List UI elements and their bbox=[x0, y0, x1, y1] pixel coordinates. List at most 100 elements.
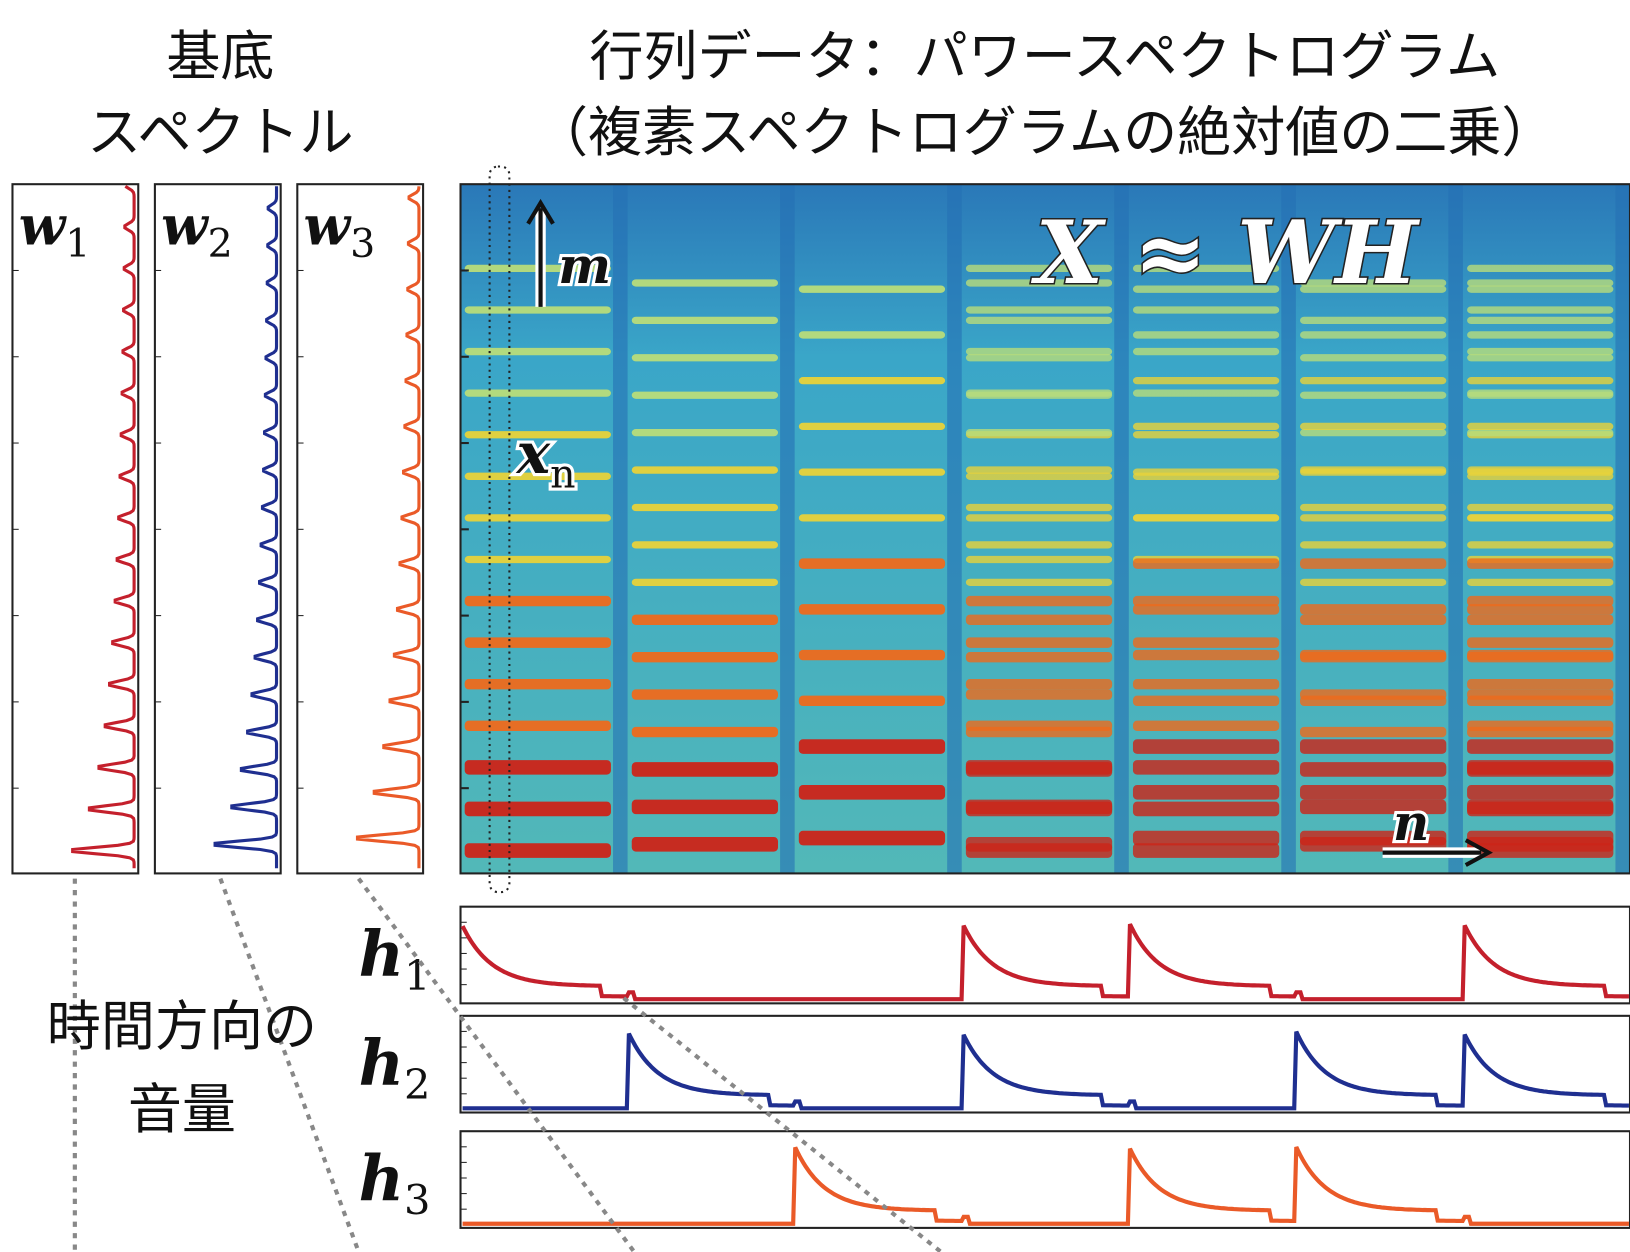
harmonic-band bbox=[1300, 696, 1446, 706]
harmonic-band bbox=[966, 541, 1112, 548]
harmonic-band bbox=[1133, 377, 1279, 384]
harmonic-band bbox=[1133, 739, 1279, 754]
harmonic-band bbox=[1467, 831, 1613, 846]
harmonic-band bbox=[1133, 785, 1279, 800]
harmonic-band bbox=[1300, 727, 1446, 737]
harmonic-band bbox=[1133, 348, 1279, 355]
harmonic-band bbox=[1133, 390, 1279, 397]
harmonic-band bbox=[1133, 637, 1279, 647]
harmonic-band bbox=[966, 637, 1112, 647]
harmonic-band bbox=[632, 354, 778, 361]
harmonic-band bbox=[1300, 604, 1446, 614]
harmonic-band bbox=[632, 279, 778, 286]
harmonic-band bbox=[465, 348, 611, 355]
matrix-subtitle: （複素スペクトログラムの絶対値の二乗） bbox=[534, 101, 1556, 164]
harmonic-band bbox=[799, 377, 945, 384]
harmonic-band bbox=[1467, 762, 1613, 777]
harmonic-band bbox=[799, 469, 945, 476]
segment-edge bbox=[613, 184, 628, 873]
harmonic-band bbox=[966, 596, 1112, 606]
harmonic-band bbox=[1133, 696, 1279, 706]
activation-symbol: h bbox=[359, 1141, 404, 1215]
harmonic-band bbox=[465, 843, 611, 858]
harmonic-band bbox=[632, 466, 778, 473]
harmonic-band bbox=[966, 348, 1112, 355]
harmonic-band bbox=[1467, 604, 1613, 614]
harmonic-band bbox=[1467, 279, 1613, 286]
harmonic-band bbox=[799, 286, 945, 293]
harmonic-band bbox=[1300, 469, 1446, 476]
harmonic-band bbox=[799, 696, 945, 706]
harmonic-band bbox=[966, 354, 1112, 361]
harmonic-band bbox=[1133, 679, 1279, 689]
harmonic-band bbox=[1467, 696, 1613, 706]
harmonic-band bbox=[966, 689, 1112, 699]
harmonic-band bbox=[1467, 615, 1613, 625]
harmonic-band bbox=[632, 762, 778, 777]
basis-symbol: w bbox=[19, 193, 68, 257]
activation-title: 音量 bbox=[128, 1078, 236, 1141]
harmonic-band bbox=[1133, 558, 1279, 568]
basis-subscript: 3 bbox=[350, 221, 375, 267]
harmonic-band bbox=[1300, 739, 1446, 754]
harmonic-band bbox=[966, 679, 1112, 689]
harmonic-band bbox=[632, 837, 778, 852]
harmonic-band bbox=[465, 721, 611, 731]
harmonic-band bbox=[465, 596, 611, 606]
harmonic-band bbox=[966, 429, 1112, 436]
harmonic-band bbox=[966, 504, 1112, 511]
activation-panel bbox=[461, 1016, 1630, 1113]
activation-title: 時間方向の bbox=[47, 995, 317, 1058]
harmonic-band bbox=[1300, 579, 1446, 586]
harmonic-band bbox=[1133, 604, 1279, 614]
harmonic-band bbox=[966, 514, 1112, 521]
harmonic-band bbox=[632, 541, 778, 548]
harmonic-band bbox=[799, 831, 945, 846]
harmonic-band bbox=[799, 331, 945, 338]
harmonic-band bbox=[1133, 469, 1279, 476]
harmonic-band bbox=[1300, 514, 1446, 521]
equation: X ≈ WH bbox=[1031, 201, 1421, 304]
harmonic-band bbox=[1300, 541, 1446, 548]
harmonic-band bbox=[1133, 721, 1279, 731]
activation-label: h3 bbox=[359, 1141, 431, 1225]
harmonic-band bbox=[1133, 831, 1279, 846]
activation-subscript: 2 bbox=[404, 1060, 430, 1109]
harmonic-band bbox=[632, 800, 778, 815]
harmonic-band bbox=[632, 504, 778, 511]
activation-symbol: h bbox=[359, 1025, 404, 1099]
harmonic-band bbox=[1133, 650, 1279, 660]
harmonic-band bbox=[1133, 843, 1279, 858]
diagram: w1w2w3 h1h2h3 基底 スペクトル 行列データ：パワースペクトログラム… bbox=[0, 0, 1630, 1252]
harmonic-band bbox=[632, 615, 778, 625]
harmonic-band bbox=[799, 650, 945, 660]
harmonic-band bbox=[1467, 286, 1613, 293]
harmonic-band bbox=[966, 306, 1112, 313]
harmonic-band bbox=[1300, 762, 1446, 777]
harmonic-band bbox=[1467, 331, 1613, 338]
harmonic-band bbox=[1467, 265, 1613, 272]
basis-title: スペクトル bbox=[87, 101, 353, 164]
harmonic-band bbox=[632, 317, 778, 324]
segment-edge bbox=[780, 184, 795, 873]
activation-panel bbox=[461, 907, 1630, 1004]
harmonic-band bbox=[632, 652, 778, 662]
harmonic-band bbox=[1133, 802, 1279, 817]
harmonic-band bbox=[966, 762, 1112, 777]
harmonic-band bbox=[1300, 423, 1446, 430]
harmonic-band bbox=[966, 473, 1112, 480]
activation-subscript: 3 bbox=[404, 1175, 430, 1224]
harmonic-band bbox=[1133, 331, 1279, 338]
harmonic-band bbox=[1467, 579, 1613, 586]
segment-edge bbox=[1615, 184, 1630, 873]
harmonic-band bbox=[1300, 317, 1446, 324]
harmonic-band bbox=[966, 837, 1112, 852]
harmonic-band bbox=[799, 514, 945, 521]
harmonic-band bbox=[799, 423, 945, 430]
harmonic-band bbox=[1133, 760, 1279, 775]
harmonic-band bbox=[465, 802, 611, 817]
segment-edge bbox=[947, 184, 962, 873]
harmonic-band bbox=[799, 785, 945, 800]
harmonic-band bbox=[1467, 739, 1613, 754]
